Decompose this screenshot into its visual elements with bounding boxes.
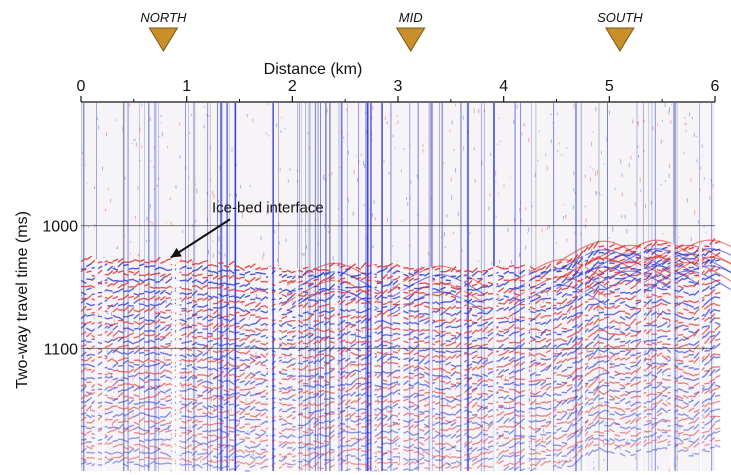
ice-bed-annotation-arrowhead-icon [170, 247, 182, 258]
y-axis-title: Two-way travel time (ms) [14, 211, 31, 389]
y-axis: 1000 1100 [42, 219, 78, 359]
ice-bed-annotation-label: Ice-bed interface [212, 199, 324, 216]
annotation-group: Ice-bed interface [170, 199, 324, 259]
y-tick-label-1000: 1000 [42, 219, 78, 236]
markers-group: NORTH MID SOUTH [140, 10, 643, 52]
x-tick-label-5: 5 [605, 78, 614, 95]
ice-bed-annotation-arrow [170, 218, 231, 259]
data-gaps [94, 243, 702, 471]
x-tick-label-6: 6 [711, 78, 720, 95]
grid-lines [81, 225, 715, 349]
marker-mid-label: MID [399, 10, 423, 25]
marker-mid-triangle-icon [395, 27, 426, 52]
x-tick-label-2: 2 [288, 78, 297, 95]
marker-north: NORTH [140, 10, 187, 52]
x-axis: 0 1 2 3 4 5 6 [77, 78, 720, 103]
x-tick-label-1: 1 [182, 78, 191, 95]
x-tick-label-0: 0 [77, 78, 86, 95]
plot-area [80, 103, 731, 473]
marker-south-triangle-icon [605, 27, 635, 52]
marker-north-label: NORTH [140, 10, 187, 25]
marker-south-label: SOUTH [597, 10, 643, 25]
x-tick-label-4: 4 [499, 78, 508, 95]
marker-north-triangle-icon [148, 27, 179, 52]
marker-south: SOUTH [597, 10, 643, 52]
marker-mid: MID [395, 10, 426, 52]
y-tick-label-1100: 1100 [44, 341, 79, 358]
x-tick-label-3: 3 [394, 78, 403, 95]
x-axis-title: Distance (km) [264, 61, 363, 78]
diffraction-hyperbolas [286, 239, 731, 315]
